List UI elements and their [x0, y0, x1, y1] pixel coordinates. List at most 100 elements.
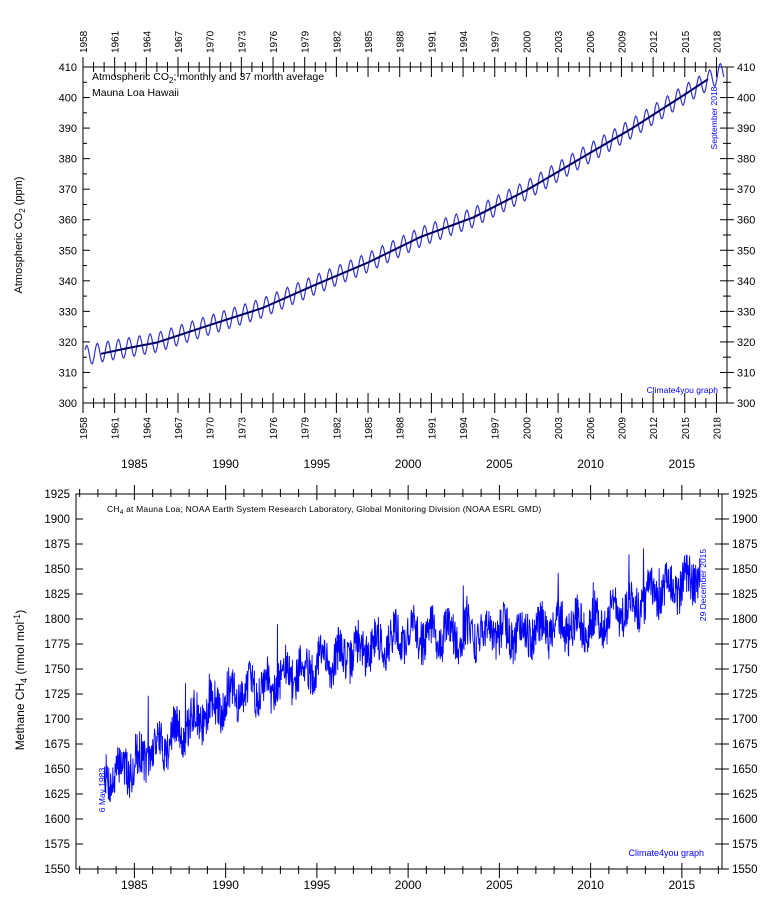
y-tick-label-right: 1700 — [732, 714, 758, 726]
y-tick-label: 1825 — [44, 589, 70, 601]
y-tick-label: 1875 — [44, 539, 70, 551]
y-tick-label-right: 330 — [737, 306, 755, 318]
y-tick-label-right: 1850 — [732, 564, 758, 576]
x-tick-label-top: 2018 — [712, 30, 723, 53]
x-tick-label-top: 1988 — [396, 30, 407, 53]
y-tick-label: 1800 — [44, 614, 70, 626]
y-tick-label: 1750 — [44, 664, 70, 676]
y-tick-label-right: 410 — [737, 62, 755, 74]
x-tick-label-bottom: 1976 — [269, 417, 280, 440]
y-tick-label-right: 350 — [737, 245, 755, 257]
credit-label: Climate4you graph — [647, 385, 719, 395]
x-tick-label-top: 1991 — [427, 30, 438, 53]
y-tick-label: 310 — [59, 367, 77, 379]
title-text: ; monthly and 37 month average — [173, 71, 324, 83]
x-tick-label-top: 1973 — [237, 30, 248, 53]
y-tick-label-right: 1825 — [732, 589, 758, 601]
y-tick-label: 1900 — [44, 514, 70, 526]
y-tick-label-right: 380 — [737, 154, 755, 166]
y-tick-label-right: 1650 — [732, 764, 758, 776]
y-tick-label-right: 340 — [737, 276, 755, 288]
y-tick-label: 350 — [59, 245, 77, 257]
credit-label: Climate4you graph — [628, 848, 704, 858]
x-tick-label-top: 1970 — [206, 30, 217, 53]
end-date-annotation: 29 December 2015 — [698, 549, 708, 622]
y-tick-label: 1600 — [44, 814, 70, 826]
x-tick-label-bottom: 2015 — [681, 417, 692, 440]
x-tick-label-bottom: 1990 — [212, 878, 239, 892]
x-tick-label-bottom: 1958 — [79, 417, 90, 440]
x-tick-label-bottom: 1988 — [396, 417, 407, 440]
x-tick-label-bottom: 2005 — [486, 878, 513, 892]
x-tick-label-bottom: 1995 — [304, 878, 331, 892]
y-tick-label-right: 1875 — [732, 539, 758, 551]
x-tick-label-top: 2000 — [395, 457, 422, 471]
y-tick-label-right: 1575 — [732, 839, 758, 851]
x-tick-label-bottom: 1985 — [121, 878, 148, 892]
title-subscript: 4 — [120, 509, 124, 516]
plot-frame — [75, 493, 723, 870]
y-tick-label: 1625 — [44, 789, 70, 801]
x-tick-label-top: 2009 — [617, 30, 628, 53]
y-tick-label-right: 1900 — [732, 514, 758, 526]
y-axis-label: Methane CH4 (nmol mol-1) — [12, 610, 29, 750]
y-tick-label: 370 — [59, 184, 77, 196]
y-tick-label-right: 1725 — [732, 689, 758, 701]
y-tick-label: 400 — [59, 93, 77, 105]
x-tick-label-bottom: 2003 — [554, 417, 565, 440]
y-tick-label-right: 370 — [737, 184, 755, 196]
y-tick-label: 410 — [59, 62, 77, 74]
x-tick-label-top: 1976 — [269, 30, 280, 53]
start-date-annotation: 6 May 1983 — [97, 768, 107, 813]
y-tick-label: 1575 — [44, 839, 70, 851]
y-tick-label-right: 1750 — [732, 664, 758, 676]
x-tick-label-bottom: 1991 — [427, 417, 438, 440]
x-tick-label-top: 2012 — [649, 30, 660, 53]
x-tick-label-bottom: 1994 — [459, 417, 470, 440]
y-tick-label-right: 1625 — [732, 789, 758, 801]
title-text: CH — [107, 504, 120, 514]
y-label-subscript: 2 — [18, 208, 27, 213]
y-tick-label: 1700 — [44, 714, 70, 726]
y-label-text: Methane CH — [13, 683, 27, 750]
x-tick-label-bottom: 1973 — [237, 417, 248, 440]
x-tick-label-bottom: 2010 — [577, 878, 604, 892]
y-tick-label: 1925 — [44, 489, 70, 501]
y-tick-label-right: 1775 — [732, 639, 758, 651]
x-tick-label-bottom: 1961 — [111, 417, 122, 440]
x-tick-label-bottom: 1979 — [301, 417, 312, 440]
x-tick-label-top: 1961 — [111, 30, 122, 53]
y-tick-label: 360 — [59, 215, 77, 227]
x-tick-label-top: 1995 — [304, 457, 331, 471]
x-tick-label-top: 2000 — [522, 30, 533, 53]
y-tick-label: 1675 — [44, 739, 70, 751]
end-date-annotation: September 2018 — [709, 86, 719, 149]
y-tick-label-right: 310 — [737, 367, 755, 379]
x-tick-label-top: 2006 — [586, 30, 597, 53]
y-label-superscript: -1 — [12, 614, 22, 622]
y-tick-label: 330 — [59, 306, 77, 318]
x-tick-label-top: 2015 — [669, 457, 696, 471]
x-tick-label-top: 1985 — [121, 457, 148, 471]
x-tick-label-bottom: 2000 — [522, 417, 533, 440]
y-axis-label: Atmospheric CO2 (ppm) — [13, 177, 27, 294]
y-tick-label-right: 1600 — [732, 814, 758, 826]
y-tick-label-right: 1675 — [732, 739, 758, 751]
y-tick-label: 1650 — [44, 764, 70, 776]
title-text: Atmospheric CO — [92, 71, 169, 83]
x-tick-label-bottom: 2009 — [617, 417, 628, 440]
title-subscript: 2 — [169, 76, 174, 85]
y-tick-label: 300 — [59, 398, 77, 410]
x-tick-label-top: 1997 — [491, 30, 502, 53]
chart-title: Atmospheric CO2; monthly and 37 month av… — [92, 71, 324, 85]
y-tick-label-right: 300 — [737, 398, 755, 410]
x-tick-label-bottom: 2000 — [395, 878, 422, 892]
y-tick-label-right: 390 — [737, 123, 755, 135]
chart-subtitle: Mauna Loa Hawaii — [92, 87, 179, 99]
series-37-month-average-line — [100, 78, 709, 355]
y-tick-label-right: 360 — [737, 215, 755, 227]
x-tick-label-top: 1964 — [142, 30, 153, 53]
x-tick-label-bottom: 1997 — [491, 417, 502, 440]
y-tick-label-right: 1550 — [732, 864, 758, 876]
